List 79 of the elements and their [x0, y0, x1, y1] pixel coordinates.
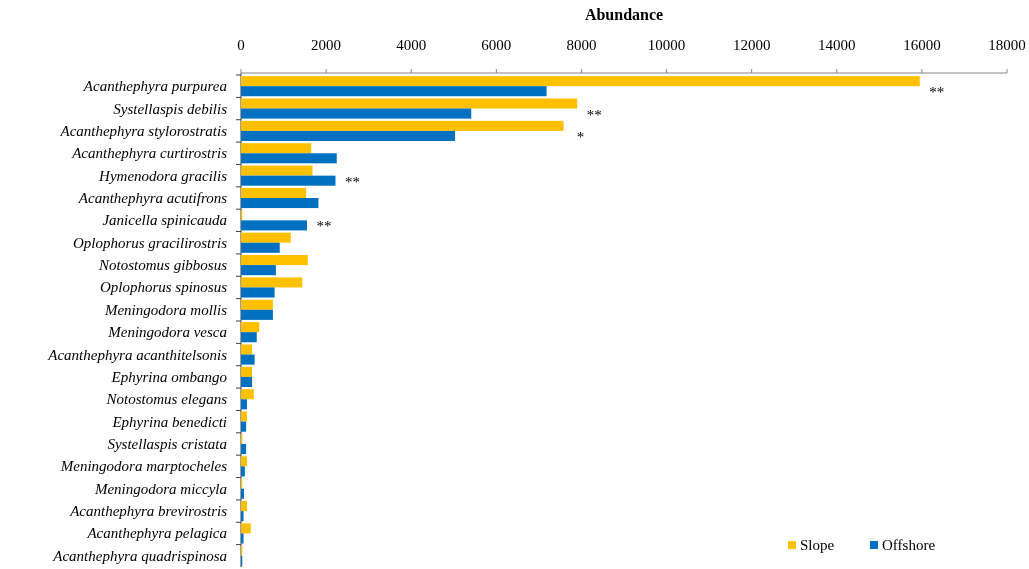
annotation: ** [316, 218, 332, 235]
y-tick-label: Meningodora vesca [107, 324, 227, 341]
annotation: ** [929, 84, 945, 101]
y-tick-label: Hymenodora gracilis [98, 167, 228, 184]
bar [241, 511, 244, 522]
y-tick-label: Meningodora marptocheles [59, 458, 228, 475]
bar [241, 153, 337, 164]
x-tick-label: 10000 [647, 37, 686, 53]
y-tick-label: Acanthephyra brevirostris [69, 503, 228, 520]
y-tick-label: Meningodora miccyla [93, 480, 227, 497]
bar [241, 187, 307, 198]
bar [241, 466, 245, 477]
bar [241, 411, 247, 422]
x-tick-label: 18000 [988, 37, 1026, 53]
y-tick-label: Janicella spinicauda [102, 212, 227, 229]
y-tick-label: Systellaspis debilis [113, 100, 228, 117]
bar [241, 86, 547, 97]
bar [241, 198, 319, 209]
bar [241, 232, 291, 243]
bar [241, 421, 247, 432]
annotation: * [576, 128, 585, 145]
bar [241, 456, 247, 467]
bar [241, 120, 564, 131]
bar [241, 501, 247, 512]
bar [241, 332, 257, 343]
y-tick-label: Notostomus elegans [105, 391, 228, 408]
x-axis-title: Abundance [584, 6, 664, 23]
y-tick-label: Ephyrina ombango [110, 368, 228, 385]
bar [241, 533, 244, 544]
y-tick-label: Meningodora mollis [103, 301, 228, 318]
bar [241, 242, 280, 253]
y-tick-label: Notostomus gibbosus [98, 257, 228, 274]
bar [241, 309, 273, 320]
annotation: ** [344, 173, 360, 190]
y-tick-label: Systellaspis cristata [107, 436, 227, 452]
y-tick-label: Ephyrina benedicti [111, 413, 227, 430]
y-tick-label: Acanthephyra pelagica [86, 525, 227, 542]
bar [241, 399, 247, 410]
legend-label: Offshore [882, 537, 936, 553]
bar [241, 175, 336, 186]
legend-label: Slope [800, 537, 835, 553]
bar [241, 143, 312, 154]
bar [241, 366, 253, 377]
bar [241, 277, 303, 288]
y-tick-label: Acanthephyra quadrispinosa [52, 547, 227, 564]
annotation: ** [586, 106, 602, 123]
bar [241, 389, 254, 400]
y-tick-label: Acanthephyra curtirostris [71, 145, 228, 162]
bar [241, 488, 244, 499]
x-tick-label: 2000 [311, 37, 342, 53]
bar [241, 255, 308, 266]
x-tick-label: 8000 [566, 37, 597, 53]
x-tick-label: 0 [237, 37, 245, 53]
y-tick-label: Oplophorus gracilirostris [72, 234, 228, 251]
bar [241, 220, 307, 231]
bar [241, 108, 472, 119]
bar [241, 265, 276, 276]
bar [241, 287, 275, 298]
x-tick-label: 4000 [396, 37, 427, 53]
bar [241, 130, 456, 141]
y-tick-label: Acanthephyra stylorostratis [59, 122, 228, 139]
bar [241, 444, 247, 455]
x-tick-label: 16000 [903, 37, 941, 53]
bar [241, 344, 253, 355]
y-tick-label: Acanthephyra purpurea [82, 78, 227, 95]
y-tick-label: Acanthephyra acanthitelsonis [47, 346, 228, 363]
bar [241, 523, 251, 534]
y-tick-label: Acanthephyra acutifrons [77, 190, 228, 206]
x-tick-label: 12000 [732, 37, 771, 53]
bar [241, 165, 313, 176]
bar [241, 354, 255, 365]
x-tick-label: 14000 [818, 37, 856, 53]
bar [241, 376, 253, 387]
bar [241, 299, 273, 310]
bar [241, 76, 920, 87]
bar [241, 322, 260, 333]
x-tick-label: 6000 [481, 37, 512, 53]
bar [241, 98, 578, 109]
y-tick-label: Oplophorus spinosus [99, 279, 228, 296]
